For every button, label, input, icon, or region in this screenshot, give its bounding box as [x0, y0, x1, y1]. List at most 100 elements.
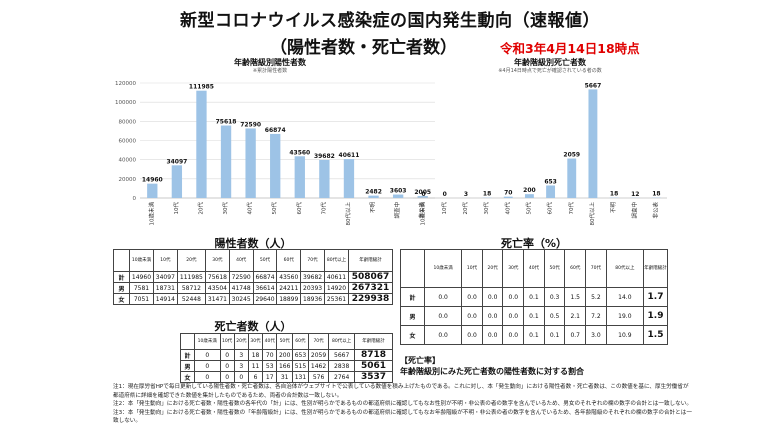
- rate-table-header-cell: 80代以上: [605, 249, 645, 288]
- death-table-title: 死亡者数（人）: [214, 320, 292, 333]
- positive-bar-8: [343, 159, 355, 198]
- positive-category-label-5: 50代: [270, 202, 278, 215]
- rate-table-cell: 0.0: [461, 325, 483, 345]
- death-table-cell: 3: [233, 360, 249, 372]
- positive-table-cell: 111985: [176, 271, 207, 283]
- positive-ytick-label: 60000: [119, 139, 137, 145]
- positive-bar-11: [417, 196, 428, 198]
- rate-table-header-cell: 60代: [564, 249, 587, 288]
- death-table-cell: 31: [276, 371, 294, 383]
- death-table-cell: 0: [219, 360, 235, 372]
- death-table-header-cell: 70代: [307, 333, 330, 350]
- positive-table-cell: 7051: [129, 293, 154, 305]
- death-category-label-8: 80代以上: [588, 202, 596, 226]
- positive-table-cell: 41748: [228, 282, 254, 294]
- death-table-row-label: 女: [180, 371, 195, 383]
- rate-table-header-cell: 年齢階級計: [643, 249, 668, 288]
- rate-table-header-cell: 70代: [585, 249, 607, 288]
- rate-table-header-cell: 10代: [461, 249, 483, 288]
- death-category-label-3: 30代: [482, 202, 490, 215]
- positive-bar-1: [171, 165, 183, 198]
- positive-bar-7: [319, 159, 330, 198]
- positive-table-header-cell: 10歳未満: [129, 249, 154, 272]
- rate-table-header-row: 10歳未満 10代 20代 30代 40代 50代 60代 70代 80代以上 年齢階級計: [400, 249, 668, 288]
- positive-table-total-cell: 229938: [348, 293, 393, 305]
- positive-table-row-label: 計: [113, 271, 130, 283]
- positive-bar-6: [294, 156, 305, 198]
- rate-table-cell: 14.0: [605, 287, 645, 307]
- positive-table-cell: 31471: [205, 293, 230, 305]
- death-table-cell: 11: [247, 360, 264, 372]
- positive-data-label-8: 40611: [339, 152, 360, 159]
- death-table-header-cell: 年齢階級計: [354, 333, 393, 350]
- positive-ytick-label: 20000: [119, 177, 137, 183]
- death-table-cell: 70: [262, 349, 278, 361]
- death-data-label-3: 18: [483, 191, 491, 198]
- death-data-label-10: 12: [631, 191, 639, 198]
- rate-legend: 【死亡率】 年齢階級別にみた死亡者数の陽性者数に対する割合: [400, 355, 584, 377]
- report-date: 令和3年4月14日18時点: [500, 41, 640, 56]
- rate-table-cell: 0.0: [461, 306, 483, 326]
- rate-table-cell: 0.5: [543, 306, 566, 326]
- positive-category-label-3: 30代: [221, 202, 229, 215]
- death-category-label-11: 非公表: [651, 202, 659, 219]
- positive-data-label-9: 2482: [365, 189, 382, 196]
- death-table: 10歳未満 10代 20代 30代 40代 50代 60代 70代 80代以上 年齢階級計計 0 0 3…: [180, 333, 393, 383]
- rate-table-cell: 0.0: [481, 306, 504, 326]
- positive-category-label-11: 非公表: [418, 202, 426, 219]
- positive-data-label-2: 111985: [189, 84, 214, 91]
- positive-category-label-0: 10歳未満: [147, 202, 155, 226]
- rate-table-cell: 0.1: [543, 325, 566, 345]
- rate-table-total-cell: 1.7: [643, 287, 668, 307]
- death-table-header-cell: 10代: [219, 333, 235, 350]
- positive-table-cell: 40611: [323, 271, 350, 283]
- positive-table-cell: 29640: [252, 293, 278, 305]
- positive-table-row-label: 女: [113, 293, 130, 305]
- positive-table-cell: 7581: [129, 282, 154, 294]
- death-category-label-5: 50代: [524, 202, 532, 215]
- positive-table-header-cell: 40代: [228, 249, 254, 272]
- rate-table-cell: 0.0: [481, 287, 504, 307]
- positive-table-header-cell: 60代: [276, 249, 302, 272]
- death-bar-6: [546, 185, 556, 198]
- death-table-cell: 0: [219, 371, 235, 383]
- page-subtitle: （陽性者数・死亡者数）: [270, 38, 457, 58]
- rate-legend-text: 年齢階級別にみた死亡者数の陽性者数に対する割合: [400, 367, 584, 376]
- death-table-cell: 0: [194, 349, 221, 361]
- rate-table-cell: 1.5: [564, 287, 587, 307]
- death-table-cell: 653: [292, 349, 309, 361]
- rate-table-cell: 0.0: [461, 287, 483, 307]
- death-chart-title: 年齢階級別死亡者数: [514, 58, 586, 67]
- death-data-label-7: 2059: [563, 152, 580, 159]
- death-table-cell: 2838: [328, 360, 355, 372]
- death-table-row: 女 0 0 0 6 17 31 131 576 2764 3537: [180, 371, 393, 383]
- rate-table-cell: 0.0: [423, 325, 463, 345]
- positive-table-cell: 20393: [300, 282, 325, 294]
- rate-table-row-label: 計: [400, 287, 425, 307]
- death-bar-8: [588, 89, 598, 198]
- death-table-row-label: 男: [180, 360, 195, 372]
- death-table-row-label: 計: [180, 349, 195, 361]
- positive-category-label-8: 80代以上: [344, 202, 352, 226]
- positive-table-cell: 58712: [176, 282, 207, 294]
- death-table-cell: 515: [292, 360, 309, 372]
- positive-table-cell: 66874: [252, 271, 278, 283]
- rate-table-total-cell: 1.9: [643, 306, 668, 326]
- positive-table-cell: 18899: [276, 293, 302, 305]
- death-table-cell: 2764: [328, 371, 355, 383]
- positive-data-label-4: 72590: [240, 121, 261, 128]
- positive-table-row: 女 7051 14914 52448 31471 30245 29640 18899 18936…: [113, 293, 393, 305]
- death-category-label-7: 70代: [567, 202, 575, 215]
- death-table-cell: 2059: [307, 349, 330, 361]
- death-table-cell: 131: [292, 371, 309, 383]
- positive-table-row-label: 男: [113, 282, 130, 294]
- footnote-3: 注3：本「発生動向」における死亡者数・陽性者数の「年齢階級計」には、性別が明らか…: [113, 409, 692, 425]
- rate-table-header-cell: 30代: [502, 249, 525, 288]
- death-table-total-cell: 3537: [354, 371, 393, 383]
- positive-table-header-row: 10歳未満 10代 20代 30代 40代 50代 60代 70代 80代以上 年齢階級計: [113, 249, 393, 272]
- positive-table-total-cell: 508067: [348, 271, 393, 283]
- positive-table-row: 男 7581 18731 58712 43504 41748 36614 24211 20393…: [113, 282, 393, 294]
- positive-table-cell: 39682: [300, 271, 325, 283]
- positive-table-header-cell: 10代: [152, 249, 178, 272]
- positive-bar-4: [245, 128, 256, 198]
